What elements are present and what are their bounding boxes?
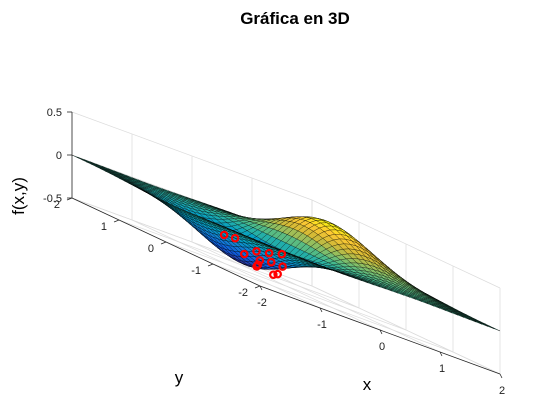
marker-point (239, 249, 249, 259)
x-tick-label-mark (259, 285, 263, 291)
marker-point (255, 256, 265, 265)
marker-point (273, 269, 282, 279)
x-tick-label-mark (379, 329, 383, 335)
y-axis-label: y (175, 368, 184, 387)
marker-point (252, 247, 261, 256)
z-tick-label: -0.5 (43, 193, 62, 205)
marker-point (264, 248, 274, 258)
marker-point (278, 262, 287, 271)
marker-point (252, 262, 261, 271)
z-axis-label: f(x,y) (9, 177, 28, 215)
x-tick-label-mark (439, 351, 443, 357)
x-axis-label: x (363, 375, 372, 394)
x-tick-label: -1 (317, 319, 327, 331)
grid-line (165, 241, 407, 331)
marker-point (230, 233, 240, 243)
y-tick-label: -2 (238, 287, 248, 299)
grid-line (311, 285, 501, 375)
marker-point (219, 230, 229, 240)
marker-point (277, 249, 287, 259)
grid-line (212, 263, 454, 353)
y-tick-label-mark (207, 263, 214, 267)
y-tick-label: 2 (54, 199, 60, 211)
x-tick-label: 1 (439, 363, 445, 375)
grid-line (71, 111, 313, 201)
grid-line (118, 219, 360, 309)
z-tick-label: 0 (56, 150, 62, 162)
marker-layer (219, 230, 287, 280)
y-tick-label-mark (160, 241, 167, 245)
x-tick-label: -2 (257, 297, 267, 309)
chart-title: Gráfica en 3D (240, 9, 350, 28)
z-tick-label: 0.5 (47, 107, 62, 119)
surface-mesh (71, 154, 501, 332)
marker-point (269, 270, 278, 280)
y-tick-label: -1 (191, 265, 201, 277)
y-tick-label: 0 (148, 243, 154, 255)
y-tick-label-mark (254, 285, 261, 289)
x-tick-label-mark (319, 307, 323, 313)
x-tick-label-mark (499, 373, 503, 379)
y-tick-label-mark (113, 219, 120, 223)
grid-line (311, 199, 501, 289)
x-tick-label: 2 (499, 385, 505, 397)
y-tick-label: 1 (101, 221, 107, 233)
marker-point (266, 257, 276, 267)
x-tick-label: 0 (379, 341, 385, 353)
surface-facet (255, 240, 267, 246)
